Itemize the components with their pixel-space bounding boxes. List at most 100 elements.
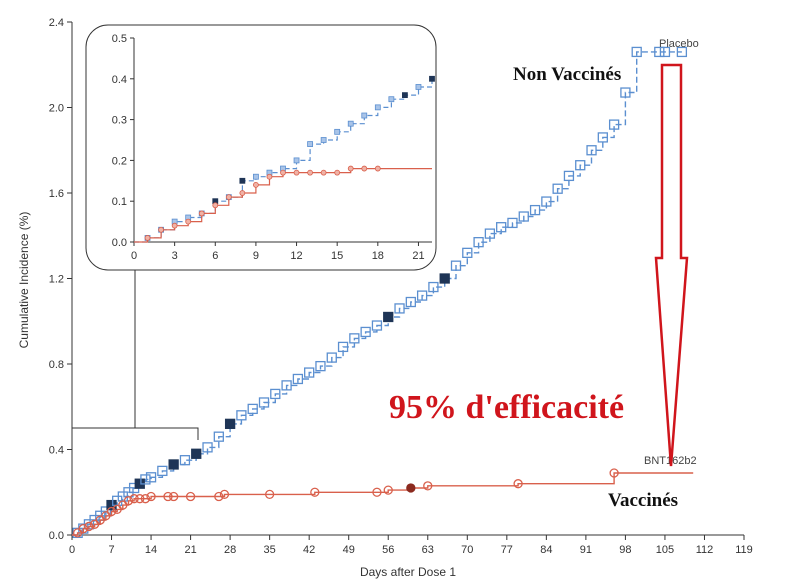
inset-bnt-point bbox=[239, 190, 246, 196]
placebo-point bbox=[450, 260, 462, 271]
placebo-point bbox=[563, 170, 575, 182]
placebo-point bbox=[224, 418, 236, 430]
inset-y-tick-label: 0.5 bbox=[112, 33, 127, 45]
bnt-point bbox=[106, 506, 117, 517]
bnt-point bbox=[264, 489, 275, 500]
inset-x-tick-label: 0 bbox=[131, 250, 137, 262]
placebo-point bbox=[586, 145, 597, 156]
x-tick-label: 70 bbox=[461, 544, 473, 556]
inset-placebo-point bbox=[239, 177, 246, 184]
bnt-point bbox=[135, 494, 145, 504]
placebo-point bbox=[405, 296, 416, 308]
placebo-point bbox=[337, 341, 349, 353]
y-axis-title: Cumulative Incidence (%) bbox=[17, 212, 31, 349]
inset-bracket bbox=[71, 270, 199, 440]
inset-x-ticks: 0 3 6 9 12 15 18 21 bbox=[131, 242, 425, 262]
x-tick-label: 14 bbox=[145, 544, 157, 556]
x-tick-label: 56 bbox=[382, 544, 394, 556]
placebo-point bbox=[575, 160, 586, 171]
placebo-point bbox=[439, 273, 450, 284]
placebo-point bbox=[258, 397, 270, 408]
inset-bnt-point bbox=[307, 169, 313, 176]
inset-placebo-point bbox=[361, 112, 368, 119]
bnt-point bbox=[146, 491, 156, 502]
placebo-point bbox=[326, 352, 337, 363]
inset-placebo-point bbox=[293, 157, 300, 164]
inset-bnt-point bbox=[266, 173, 273, 180]
inset-placebo-point bbox=[307, 141, 313, 147]
efficacy-annotation: 95% d'efficacité bbox=[389, 389, 624, 426]
bnt-point bbox=[372, 487, 382, 497]
x-axis-title: Days after Dose 1 bbox=[360, 565, 456, 579]
inset-placebo-point bbox=[402, 92, 408, 99]
inset-y-ticks: 0.0 0.1 0.2 0.3 0.4 0.5 bbox=[112, 33, 134, 249]
x-tick-label: 105 bbox=[656, 544, 674, 556]
inset-placebo-point bbox=[388, 96, 395, 103]
placebo-point bbox=[529, 204, 541, 216]
placebo-point bbox=[676, 46, 688, 58]
bnt-point bbox=[140, 494, 151, 504]
bnt-point bbox=[168, 491, 179, 502]
placebo-point bbox=[631, 46, 642, 58]
placebo-point bbox=[597, 132, 608, 143]
y-tick-label: 0.0 bbox=[49, 530, 64, 542]
placebo-point bbox=[213, 431, 224, 442]
inset-y-tick-label: 0.0 bbox=[112, 237, 127, 249]
inset-y-tick-label: 0.1 bbox=[112, 196, 127, 208]
inset-x-tick-label: 18 bbox=[372, 250, 384, 262]
y-tick-label: 2.0 bbox=[49, 103, 64, 115]
placebo-point bbox=[349, 333, 360, 344]
inset-placebo-point bbox=[415, 84, 422, 90]
inset-x-tick-label: 3 bbox=[172, 250, 178, 262]
placebo-point bbox=[236, 410, 247, 421]
placebo-point bbox=[428, 281, 439, 293]
bnt-point bbox=[219, 489, 230, 500]
inset-bnt-point bbox=[280, 169, 286, 176]
placebo-point bbox=[168, 459, 179, 470]
bnt-point bbox=[129, 494, 139, 504]
bnt-point bbox=[310, 487, 320, 497]
inset-bnt-point bbox=[334, 169, 341, 176]
x-tick-label: 0 bbox=[69, 544, 75, 556]
bnt-line bbox=[72, 472, 694, 536]
placebo-point bbox=[416, 290, 428, 301]
x-tick-label: 28 bbox=[224, 544, 236, 556]
placebo-point bbox=[394, 303, 405, 314]
y-tick-label: 1.6 bbox=[49, 188, 64, 200]
inset-bnt-point bbox=[198, 210, 205, 217]
placebo-point bbox=[360, 326, 371, 338]
bnt-point bbox=[123, 496, 134, 506]
placebo-end-point bbox=[659, 46, 671, 58]
placebo-point bbox=[496, 222, 507, 233]
placebo-label: Placebo bbox=[659, 38, 699, 50]
placebo-point bbox=[552, 183, 563, 194]
x-tick-label: 84 bbox=[540, 544, 552, 556]
bnt-point bbox=[383, 485, 393, 495]
x-tick-label: 119 bbox=[735, 544, 753, 556]
inset-x-tick-label: 6 bbox=[212, 250, 218, 262]
bnt-point bbox=[214, 491, 224, 502]
x-tick-label: 91 bbox=[580, 544, 592, 556]
inset-x-tick-label: 9 bbox=[253, 250, 259, 262]
x-tick-label: 63 bbox=[422, 544, 434, 556]
x-ticks: 0 7 14 21 28 35 42 49 56 63 70 77 84 91 98 105 112 119 bbox=[69, 535, 753, 556]
bnt-point bbox=[513, 479, 523, 489]
inset-placebo-point bbox=[320, 137, 327, 143]
inset-x-tick-label: 12 bbox=[290, 250, 302, 262]
placebo-point bbox=[507, 217, 518, 229]
x-tick-label: 42 bbox=[303, 544, 315, 556]
placebo-point bbox=[315, 360, 326, 372]
x-tick-label: 21 bbox=[184, 544, 196, 556]
inset-bnt-point bbox=[225, 194, 232, 201]
inset-placebo-point bbox=[374, 104, 381, 111]
inset-frame bbox=[85, 24, 437, 271]
placebo-point bbox=[473, 237, 484, 248]
inset-bnt-point bbox=[158, 226, 164, 233]
placebo-point bbox=[270, 388, 281, 400]
placebo-point bbox=[608, 119, 620, 130]
inset-placebo-point bbox=[347, 120, 354, 127]
placebo-point bbox=[383, 311, 394, 323]
x-tick-label: 7 bbox=[108, 544, 114, 556]
x-tick-label: 77 bbox=[501, 544, 513, 556]
